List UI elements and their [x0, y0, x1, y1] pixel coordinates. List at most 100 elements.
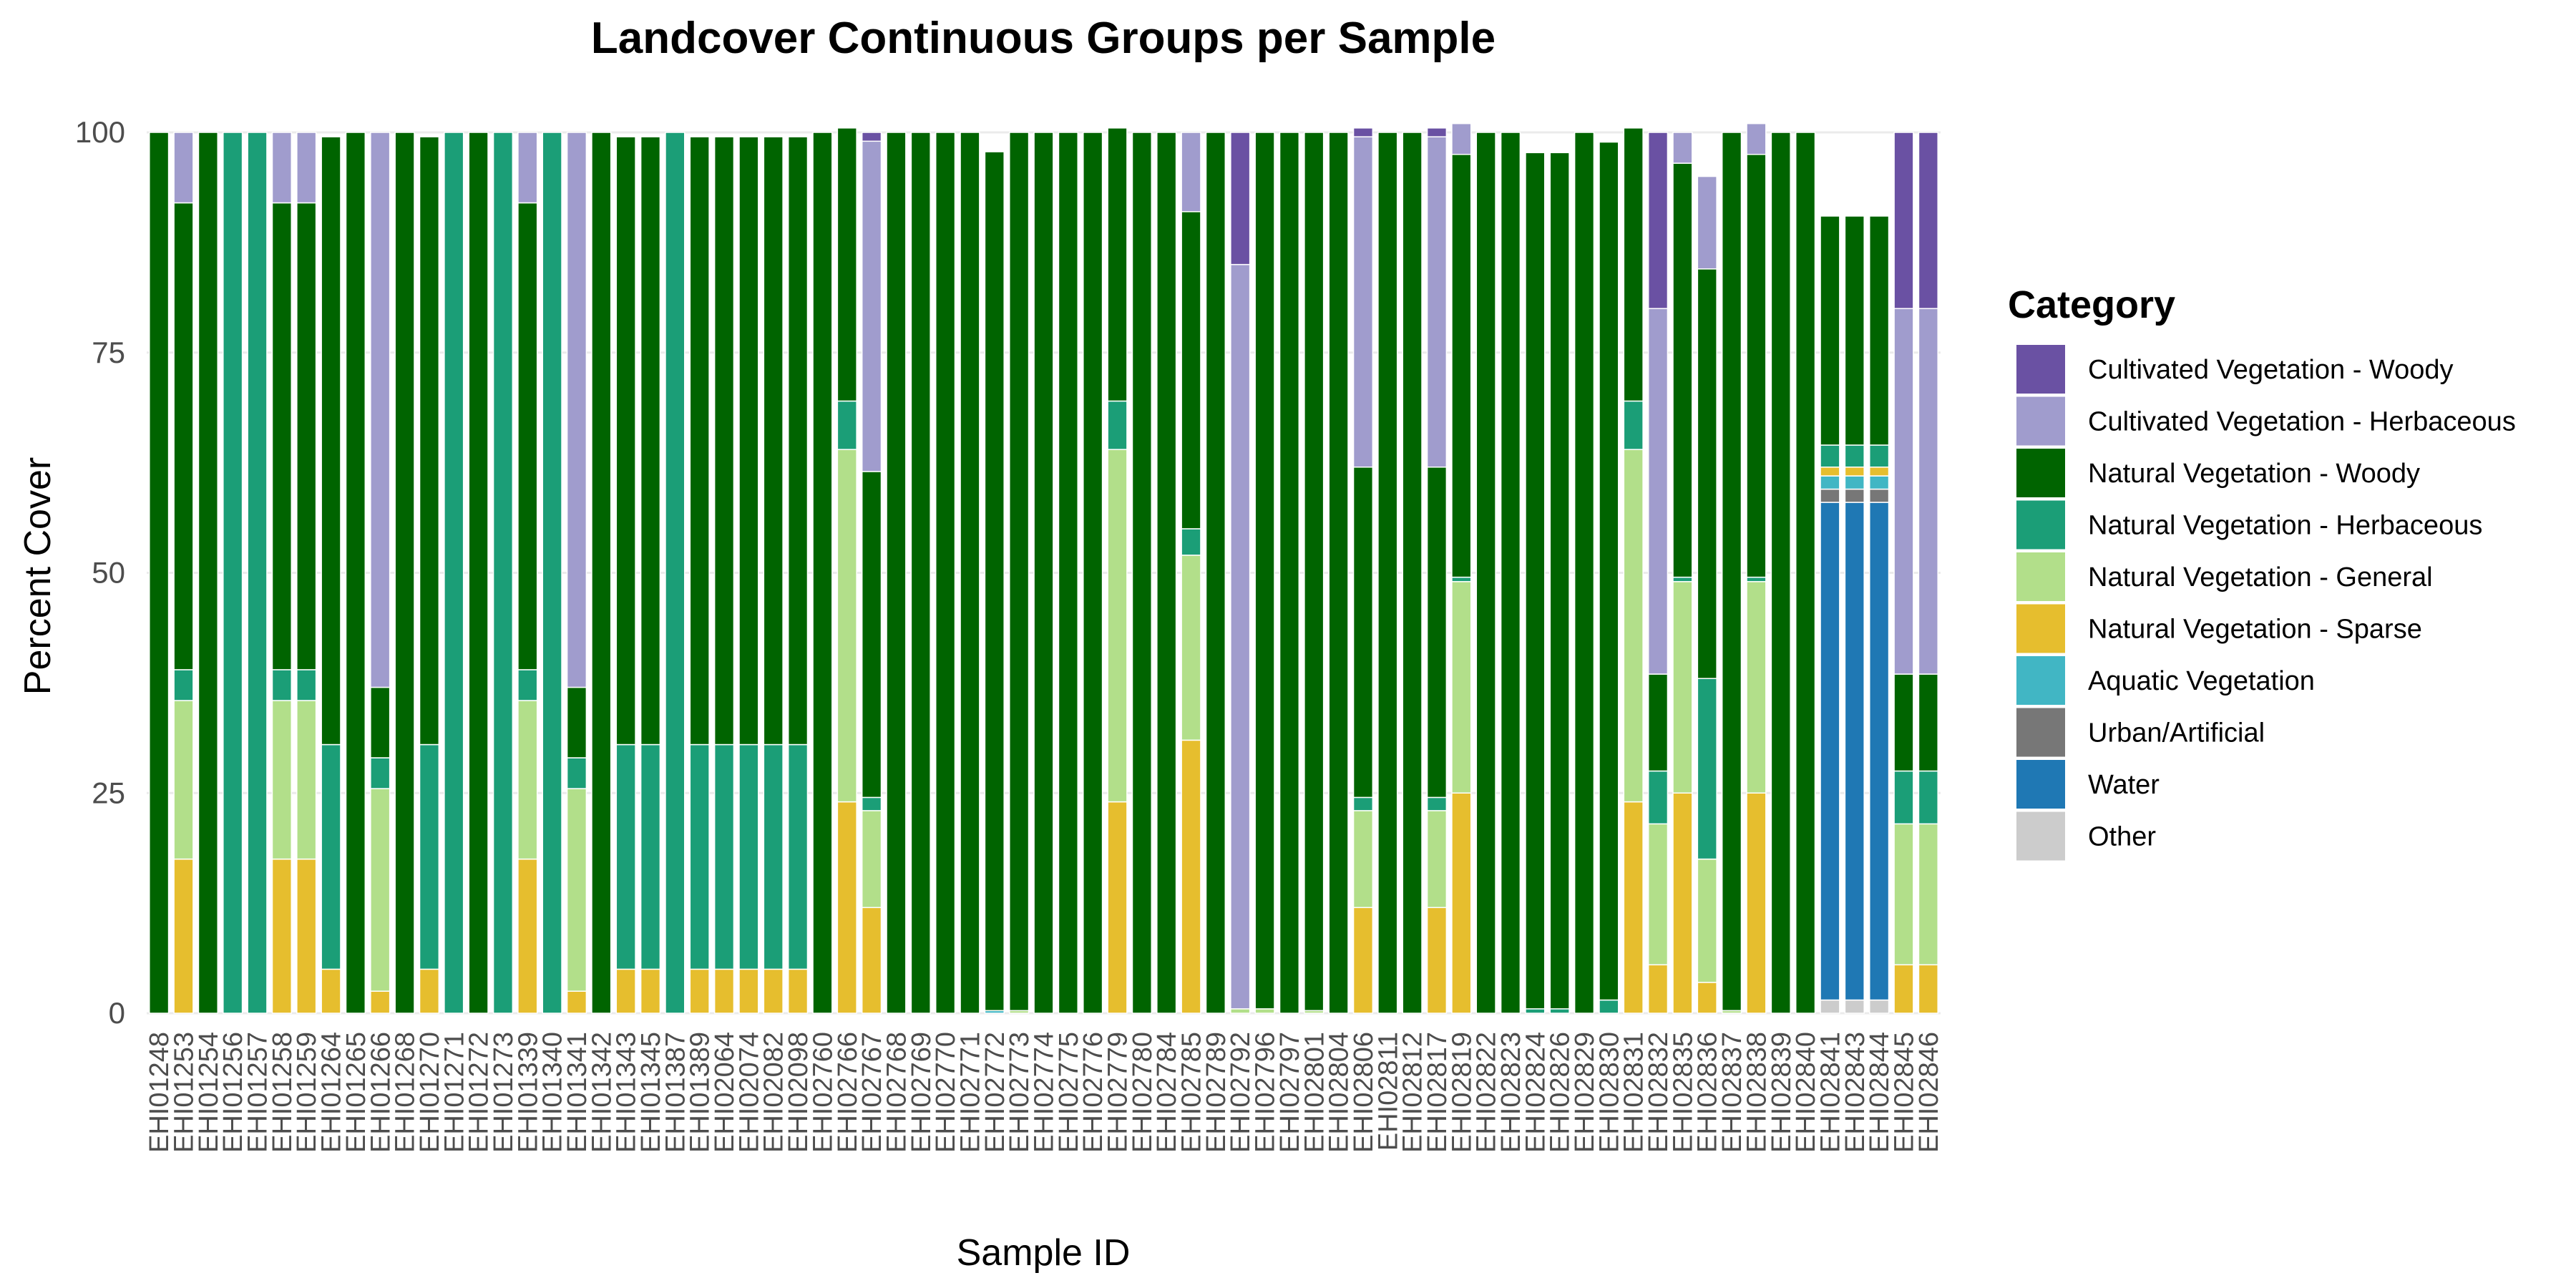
bar-segment — [296, 202, 317, 670]
bar-segment — [271, 132, 293, 204]
bar-segment — [1820, 467, 1840, 477]
legend-item-label: Natural Vegetation - Sparse — [2088, 615, 2422, 645]
bar-segment — [1869, 467, 1890, 477]
bar-segment — [1230, 132, 1251, 265]
x-tick-label: EHI01271 — [439, 1032, 469, 1153]
bar-segment — [173, 700, 194, 860]
bar-segment — [223, 132, 243, 1014]
bar-segment — [689, 743, 710, 970]
bar-segment — [1672, 792, 1693, 1014]
bar-segment — [787, 743, 809, 970]
x-tick-label: EHI02074 — [734, 1032, 764, 1153]
bar-segment — [787, 136, 809, 746]
bar-segment — [1844, 999, 1865, 1014]
bar-segment — [1033, 132, 1054, 1014]
bar-segment — [1279, 132, 1300, 1014]
bar-segment — [271, 669, 293, 701]
bar-segment — [1746, 576, 1767, 582]
x-tick-label: EHI02784 — [1152, 1032, 1182, 1153]
x-tick-label: EHI02772 — [980, 1032, 1010, 1153]
x-tick-label: EHI02819 — [1447, 1032, 1477, 1153]
bar-segment — [1156, 132, 1177, 1014]
bar-segment — [1844, 475, 1865, 490]
bar-segment — [296, 669, 317, 701]
bar-segment — [468, 132, 489, 1014]
bar-segment — [173, 132, 194, 204]
bar-segment — [1869, 444, 1890, 468]
bar-segment — [1254, 132, 1275, 1010]
x-tick-label: EHI01343 — [612, 1032, 642, 1153]
bar-segment — [1426, 136, 1448, 468]
legend-item-label: Cultivated Vegetation - Woody — [2088, 355, 2454, 385]
x-tick-label: EHI02812 — [1398, 1032, 1428, 1153]
x-tick-label: EHI01257 — [243, 1032, 273, 1153]
bar-segment — [1918, 770, 1938, 825]
bar-segment — [1107, 400, 1128, 450]
x-tick-label: EHI02826 — [1546, 1032, 1576, 1153]
x-tick-label: EHI02768 — [882, 1032, 912, 1153]
bar-segment — [1574, 132, 1595, 1014]
bar-segment — [271, 858, 293, 1014]
bar-segment — [763, 743, 784, 970]
bar-segment — [615, 136, 636, 746]
x-tick-label: EHI02796 — [1251, 1032, 1281, 1153]
bar-segment — [1377, 132, 1398, 1014]
bar-segment — [1230, 263, 1251, 1010]
bar-segment — [1697, 982, 1717, 1014]
x-tick-label: EHI01270 — [415, 1032, 445, 1153]
bar-segment — [861, 907, 882, 1014]
bar-segment — [1893, 308, 1914, 675]
bar-segment — [1820, 215, 1840, 446]
x-tick-label: EHI02829 — [1570, 1032, 1600, 1153]
x-tick-label: EHI01342 — [587, 1032, 617, 1153]
bar-segment — [1746, 154, 1767, 578]
bar-segment — [1844, 488, 1865, 503]
x-tick-label: EHI02064 — [710, 1032, 740, 1153]
bar-segment — [370, 788, 391, 992]
bar-segment — [1181, 132, 1201, 213]
bar-segment — [1623, 127, 1644, 402]
x-tick-label: EHI01254 — [194, 1032, 224, 1153]
bar-segment — [1918, 964, 1938, 1014]
bar-segment — [1697, 175, 1717, 270]
bar-segment — [419, 743, 440, 970]
bar-segment — [1475, 132, 1496, 1014]
bar-segment — [713, 136, 735, 746]
bar-segment — [1918, 823, 1938, 966]
bar-segment — [1083, 132, 1103, 1014]
bar-segment — [1451, 154, 1472, 578]
bar-segment — [1647, 823, 1669, 966]
bar-segment — [640, 136, 661, 746]
bar-segment — [444, 132, 464, 1014]
legend-swatch — [2016, 811, 2065, 861]
x-tick-label: EHI01264 — [317, 1032, 347, 1153]
bar-segment — [173, 202, 194, 670]
bar-segment — [1402, 132, 1423, 1014]
bar-segment — [1599, 999, 1619, 1014]
legend-item-label: Other — [2088, 822, 2156, 852]
x-tick-label: EHI02835 — [1668, 1032, 1698, 1153]
bar-segment — [738, 968, 759, 1014]
x-tick-label: EHI02832 — [1644, 1032, 1674, 1153]
bar-segment — [1352, 796, 1374, 811]
bar-segment — [517, 669, 538, 701]
bar-segment — [861, 140, 882, 472]
bar-segment — [640, 968, 661, 1014]
bar-segment — [1647, 770, 1669, 825]
x-tick-label: EHI01341 — [562, 1032, 592, 1153]
x-tick-label: EHI02838 — [1742, 1032, 1772, 1153]
bar-segment — [1426, 127, 1448, 137]
y-axis-title: Percent Cover — [17, 457, 59, 695]
bar-segment — [1746, 581, 1767, 794]
bar-segment — [1672, 162, 1693, 578]
bar-segment — [1820, 999, 1840, 1014]
bar-segment — [296, 132, 317, 204]
bar-segment — [1181, 528, 1201, 556]
bar-segment — [984, 151, 1005, 1012]
bar-segment — [1599, 141, 1619, 1001]
y-tick-label: 75 — [92, 336, 125, 369]
bar-segment — [1869, 999, 1890, 1014]
bar-segment — [517, 858, 538, 1014]
bar-segment — [1205, 132, 1226, 1014]
bar-segment — [861, 132, 882, 142]
